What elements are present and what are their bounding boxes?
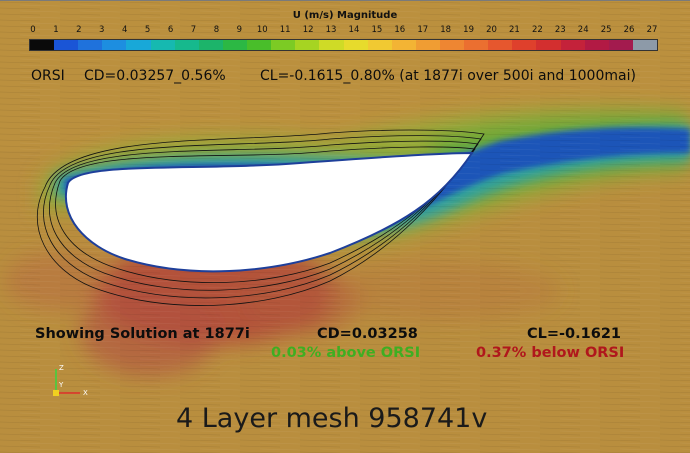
- cd-difference: 0.03% above ORSI: [271, 345, 421, 361]
- cl-difference: 0.37% below ORSI: [476, 345, 625, 361]
- colorbar-tick-label: 0: [30, 25, 36, 35]
- colorbar-segment: [198, 40, 224, 50]
- colorbar-segment: [464, 40, 489, 50]
- colorbar-segment: [488, 40, 513, 50]
- solution-cd: CD=0.03258: [317, 326, 418, 342]
- solution-label: Showing Solution at 1877i: [35, 326, 250, 342]
- colorbar-tick-label: 10: [256, 25, 268, 35]
- colorbar-segment: [247, 40, 272, 50]
- colorbar-tick-label: 12: [302, 25, 314, 35]
- colorbar-tick-label: 21: [509, 25, 520, 35]
- colorbar-tick-label: 1: [53, 25, 59, 35]
- colorbar-segment: [439, 40, 465, 50]
- colorbar-tick-label: 24: [577, 25, 589, 35]
- colorbar-segment: [415, 40, 441, 50]
- colorbar-segment: [54, 40, 79, 50]
- orientation-axes: Z Y X: [53, 364, 88, 397]
- colorbar-segment: [343, 40, 369, 50]
- colorbar: [29, 39, 658, 51]
- colorbar-segment: [150, 40, 176, 50]
- axis-z-label: Z: [59, 364, 64, 372]
- colorbar-segment: [222, 40, 248, 50]
- colorbar-segment: [78, 40, 103, 50]
- colorbar-tick-label: 2: [76, 25, 82, 35]
- airfoil: [65, 151, 474, 273]
- colorbar-title: U (m/s) Magnitude: [292, 10, 398, 21]
- colorbar-tick-label: 20: [486, 25, 497, 35]
- colorbar-tick-label: 5: [144, 25, 151, 35]
- colorbar-tick-label: 9: [236, 25, 243, 35]
- colorbar-segment: [512, 40, 537, 50]
- axis-y-label: Y: [58, 381, 64, 389]
- colorbar-segment: [271, 40, 296, 50]
- colorbar-segment: [174, 40, 200, 50]
- colorbar-segment: [367, 40, 393, 50]
- mesh-label: 4 Layer mesh 958741v: [176, 403, 488, 434]
- colorbar-segment: [608, 40, 634, 50]
- colorbar-tick-label: 23: [554, 25, 566, 35]
- colorbar-tick-label: 11: [279, 25, 291, 35]
- colorbar-tick-label: 16: [394, 25, 406, 35]
- solution-cl: CL=-0.1621: [527, 326, 622, 342]
- colorbar-segment: [560, 40, 586, 50]
- colorbar-tick-label: 26: [623, 25, 635, 35]
- orsi-cd: CD=0.03257_0.56%: [84, 68, 226, 84]
- colorbar-segment: [584, 40, 610, 50]
- colorbar-tick-label: 13: [325, 25, 337, 35]
- colorbar-segment: [319, 40, 344, 50]
- colorbar-tick-label: 15: [371, 25, 383, 35]
- colorbar-tick-label: 7: [190, 25, 197, 35]
- colorbar-segment: [632, 40, 658, 50]
- colorbar-tick-label: 27: [646, 25, 658, 35]
- colorbar-segment: [102, 40, 127, 50]
- colorbar-segment: [536, 40, 562, 50]
- colorbar-segment: [295, 40, 320, 50]
- orsi-cl: CL=-0.1615_0.80% (at 1877i over 500i and…: [260, 68, 636, 84]
- colorbar-segment: [30, 40, 55, 50]
- colorbar-segment: [391, 40, 417, 50]
- colorbar-segment: [126, 40, 152, 50]
- colorbar-tick-label: 18: [440, 25, 452, 35]
- colorbar-tick-label: 4: [121, 25, 128, 35]
- colorbar-tick-label: 19: [463, 25, 474, 35]
- colorbar-tick-label: 8: [213, 25, 220, 35]
- colorbar-tick-label: 3: [99, 25, 105, 35]
- orsi-label: ORSI: [31, 68, 65, 84]
- axis-x-label: X: [83, 389, 88, 397]
- colorbar-tick-label: 6: [167, 25, 174, 35]
- colorbar-tick-label: 17: [417, 25, 429, 35]
- colorbar-tick-label: 22: [531, 25, 543, 35]
- colorbar-tick-label: 25: [600, 25, 612, 35]
- colorbar-tick-label: 14: [348, 25, 360, 35]
